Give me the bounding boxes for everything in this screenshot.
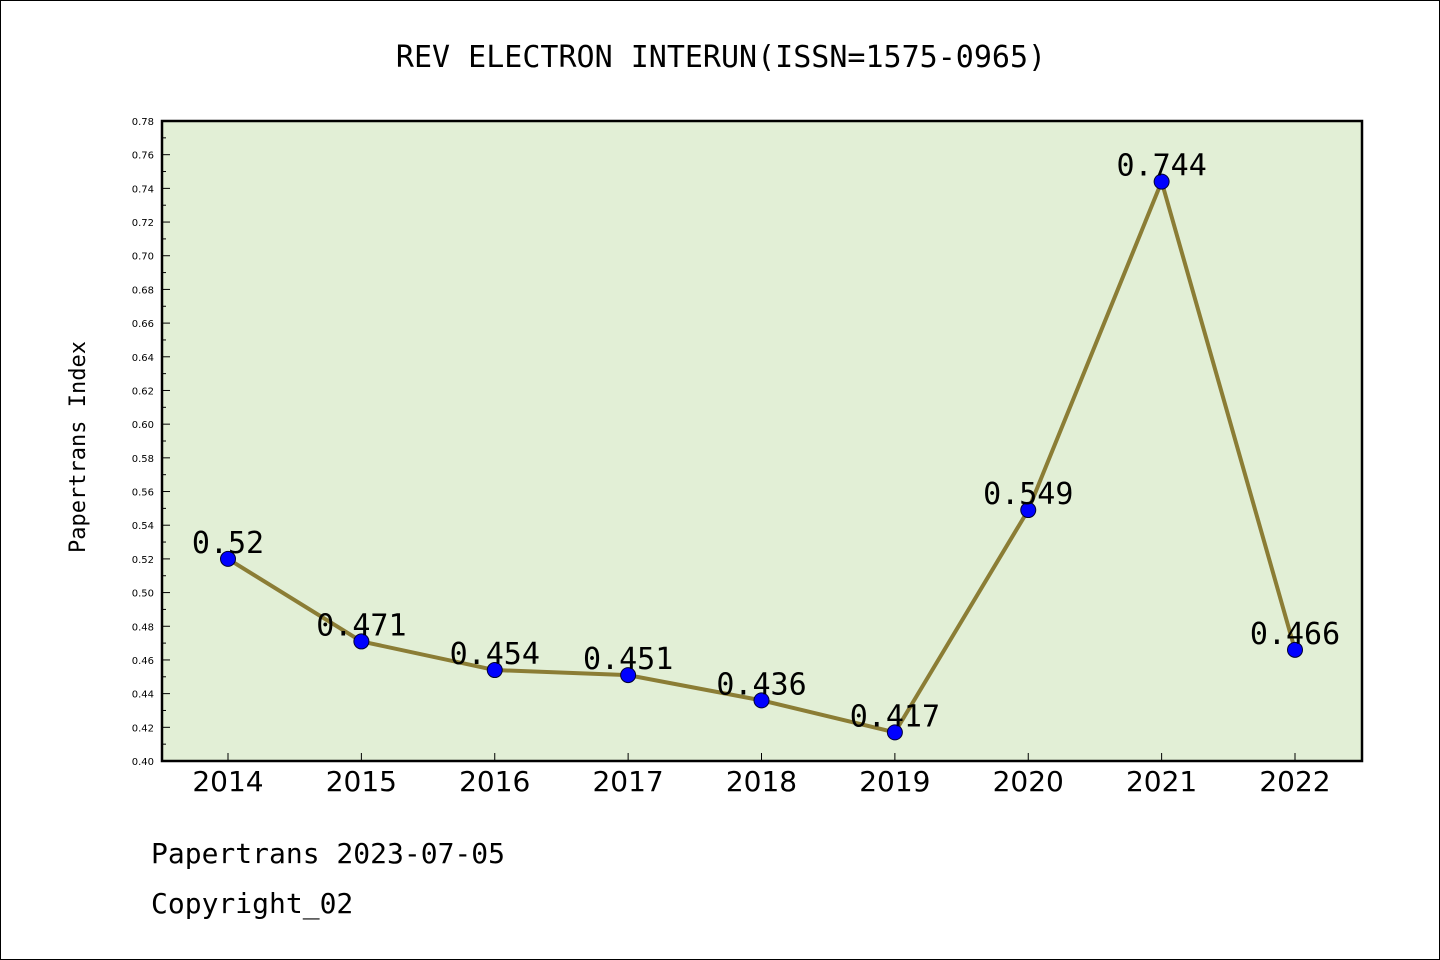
data-label: 0.52 bbox=[192, 526, 264, 561]
data-label: 0.451 bbox=[583, 642, 673, 677]
y-axis-label: Papertrans Index bbox=[66, 341, 91, 553]
y-tick-label: 0.70 bbox=[132, 252, 154, 263]
y-tick-label: 0.40 bbox=[132, 757, 154, 768]
x-tick-label: 2016 bbox=[459, 765, 530, 798]
y-tick-label: 0.46 bbox=[132, 656, 154, 667]
y-tick-label: 0.64 bbox=[132, 353, 154, 364]
y-tick-label: 0.42 bbox=[132, 723, 154, 734]
data-point bbox=[886, 724, 903, 741]
y-tick-label: 0.44 bbox=[132, 690, 154, 701]
x-tick-label: 2021 bbox=[1126, 765, 1197, 798]
y-tick-label: 0.54 bbox=[132, 521, 154, 532]
x-axis: 2014 2015 2016 2017 2018 2019 2020 2021 2022 bbox=[192, 753, 1331, 798]
data-label: 0.454 bbox=[450, 637, 540, 672]
chart-title: REV ELECTRON INTERUN(ISSN=1575-0965) bbox=[396, 40, 1046, 75]
data-label: 0.436 bbox=[716, 667, 806, 702]
y-tick-label: 0.74 bbox=[132, 184, 154, 195]
y-tick-label: 0.48 bbox=[132, 622, 154, 633]
x-tick-label: 2017 bbox=[592, 765, 663, 798]
data-label: 0.549 bbox=[983, 477, 1073, 512]
data-label: 0.744 bbox=[1116, 149, 1206, 184]
x-tick-label: 2022 bbox=[1259, 765, 1330, 798]
data-point bbox=[753, 692, 770, 709]
x-tick-label: 2019 bbox=[859, 765, 930, 798]
data-label: 0.417 bbox=[850, 699, 940, 734]
footer-copyright-text: Copyright_02 bbox=[151, 887, 354, 920]
data-point bbox=[1020, 502, 1037, 519]
y-tick-label: 0.50 bbox=[132, 589, 154, 600]
y-tick-label: 0.78 bbox=[132, 117, 154, 128]
data-point bbox=[620, 667, 637, 684]
y-tick-label: 0.62 bbox=[132, 386, 154, 397]
data-point bbox=[220, 550, 236, 567]
y-tick-label: 0.60 bbox=[132, 420, 154, 431]
plot-area bbox=[160, 119, 1364, 763]
footer-date-text: Papertrans 2023-07-05 bbox=[151, 837, 506, 870]
y-tick-label: 0.72 bbox=[132, 218, 154, 229]
data-point bbox=[1153, 173, 1170, 190]
y-tick-label: 0.66 bbox=[132, 319, 154, 330]
y-tick-label: 0.56 bbox=[132, 488, 154, 499]
y-tick-label: 0.52 bbox=[132, 555, 154, 566]
x-tick-label: 2014 bbox=[192, 765, 263, 798]
x-tick-label: 2020 bbox=[993, 765, 1064, 798]
x-tick-label: 2015 bbox=[326, 765, 397, 798]
y-tick-label: 0.76 bbox=[132, 151, 154, 162]
data-point bbox=[1287, 641, 1303, 658]
data-label: 0.466 bbox=[1250, 617, 1340, 652]
y-axis: 0.40 0.42 0.44 0.46 0.48 0.50 0.52 0.54 0.56 0.58… bbox=[132, 117, 170, 768]
data-label: 0.471 bbox=[316, 608, 406, 643]
data-point bbox=[353, 633, 370, 650]
data-point bbox=[486, 662, 503, 679]
y-tick-label: 0.68 bbox=[132, 285, 154, 296]
series-group: 0.52 0.471 0.454 0.451 0.436 0.417 0.549 0.744 0… bbox=[192, 149, 1340, 741]
y-tick-label: 0.58 bbox=[132, 454, 154, 465]
x-tick-label: 2018 bbox=[726, 765, 797, 798]
